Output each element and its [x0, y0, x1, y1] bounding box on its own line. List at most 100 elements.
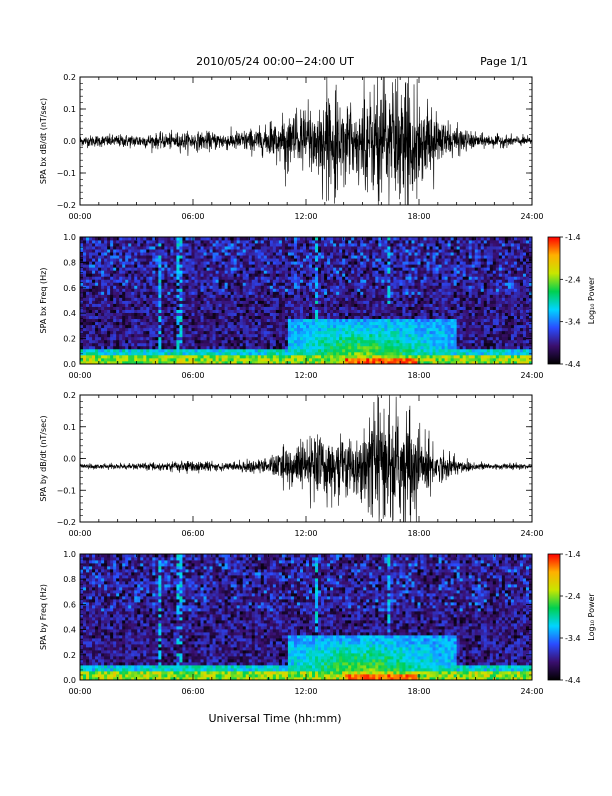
- spectrogram-cell: [414, 301, 417, 304]
- spectrogram-cell: [390, 322, 393, 325]
- spectrogram-cell: [252, 355, 255, 358]
- spectrogram-cell: [228, 310, 231, 313]
- spectrogram-cell: [225, 352, 228, 355]
- spectrogram-cell: [222, 246, 225, 249]
- spectrogram-cell: [198, 255, 201, 258]
- spectrogram-cell: [318, 297, 321, 300]
- spectrogram-cell: [104, 240, 107, 243]
- spectrogram-cell: [408, 294, 411, 297]
- spectrogram-cell: [366, 285, 369, 288]
- spectrogram-cell: [336, 273, 339, 276]
- spectrogram-cell: [216, 291, 219, 294]
- spectrogram-cell: [384, 328, 387, 331]
- spectrogram-cell: [201, 270, 204, 273]
- spectrogram-cell: [402, 328, 405, 331]
- spectrogram-cell: [122, 355, 125, 358]
- spectrogram-cell: [207, 243, 210, 246]
- spectrogram-cell: [303, 288, 306, 291]
- spectrogram-cell: [83, 325, 86, 328]
- spectrogram-cell: [318, 313, 321, 316]
- spectrogram-cell: [390, 325, 393, 328]
- spectrogram-cell: [89, 246, 92, 249]
- spectrogram-cell: [149, 270, 152, 273]
- spectrogram-cell: [104, 291, 107, 294]
- spectrogram-cell: [414, 264, 417, 267]
- spectrogram-cell: [369, 297, 372, 300]
- spectrogram-cell: [387, 343, 390, 346]
- spectrogram-cell: [411, 246, 414, 249]
- spectrogram-cell: [213, 352, 216, 355]
- spectrogram-cell: [351, 313, 354, 316]
- spectrogram-cell: [381, 285, 384, 288]
- spectrogram-cell: [261, 276, 264, 279]
- spectrogram-cell: [252, 304, 255, 307]
- spectrogram-cell: [164, 270, 167, 273]
- spectrogram-cell: [384, 264, 387, 267]
- spectrogram-cell: [119, 246, 122, 249]
- spectrogram-cell: [176, 294, 179, 297]
- spectrogram-cell: [291, 279, 294, 282]
- spectrogram-cell: [351, 246, 354, 249]
- spectrogram-cell: [182, 270, 185, 273]
- spectrogram-cell: [80, 325, 83, 328]
- spectrogram-cell: [128, 343, 131, 346]
- spectrogram-cell: [243, 264, 246, 267]
- spectrogram-cell: [188, 237, 191, 240]
- spectrogram-cell: [336, 328, 339, 331]
- spectrogram-cell: [125, 325, 128, 328]
- spectrogram-cell: [348, 252, 351, 255]
- spectrogram-cell: [173, 240, 176, 243]
- spectrogram-cell: [378, 337, 381, 340]
- spectrogram-cell: [261, 258, 264, 261]
- spectrogram-cell: [228, 343, 231, 346]
- spectrogram-cell: [417, 297, 420, 300]
- spectrogram-cell: [390, 267, 393, 270]
- spectrogram-cell: [318, 316, 321, 319]
- spectrogram-cell: [137, 322, 140, 325]
- spectrogram-cell: [381, 237, 384, 240]
- spectrogram-cell: [300, 261, 303, 264]
- x-tick-label: 06:00: [181, 212, 204, 221]
- spectrogram-cell: [158, 267, 161, 270]
- spectrogram-cell: [378, 331, 381, 334]
- y-tick-label: −0.2: [57, 201, 76, 210]
- spectrogram-cell: [167, 285, 170, 288]
- spectrogram-cell: [312, 297, 315, 300]
- spectrogram-cell: [424, 316, 427, 319]
- spectrogram-cell: [95, 319, 98, 322]
- spectrogram-cell: [267, 340, 270, 343]
- spectrogram-cell: [185, 264, 188, 267]
- spectrogram-cell: [258, 294, 261, 297]
- spectrogram-cell: [372, 304, 375, 307]
- spectrogram-cell: [285, 294, 288, 297]
- spectrogram-cell: [234, 358, 237, 361]
- spectrogram-cell: [204, 316, 207, 319]
- spectrogram-cell: [387, 261, 390, 264]
- spectrogram-cell: [267, 334, 270, 337]
- spectrogram-cell: [375, 237, 378, 240]
- spectrogram-cell: [140, 319, 143, 322]
- spectrogram-cell: [309, 261, 312, 264]
- spectrogram-cell: [417, 243, 420, 246]
- spectrogram-cell: [216, 282, 219, 285]
- spectrogram-cell: [315, 246, 318, 249]
- spectrogram-cell: [288, 276, 291, 279]
- spectrogram-cell: [122, 279, 125, 282]
- spectrogram-cell: [390, 258, 393, 261]
- spectrogram-cell: [297, 322, 300, 325]
- spectrogram-cell: [399, 252, 402, 255]
- spectrogram-cell: [228, 294, 231, 297]
- spectrogram-cell: [327, 355, 330, 358]
- spectrogram-cell: [276, 279, 279, 282]
- spectrogram-cell: [375, 355, 378, 358]
- spectrogram-cell: [207, 264, 210, 267]
- spectrogram-cell: [414, 288, 417, 291]
- spectrogram-cell: [309, 288, 312, 291]
- spectrogram-cell: [351, 282, 354, 285]
- spectrogram-cell: [246, 352, 249, 355]
- spectrogram-cell: [134, 276, 137, 279]
- spectrogram-cell: [143, 349, 146, 352]
- spectrogram-cell: [351, 301, 354, 304]
- spectrogram-cell: [219, 264, 222, 267]
